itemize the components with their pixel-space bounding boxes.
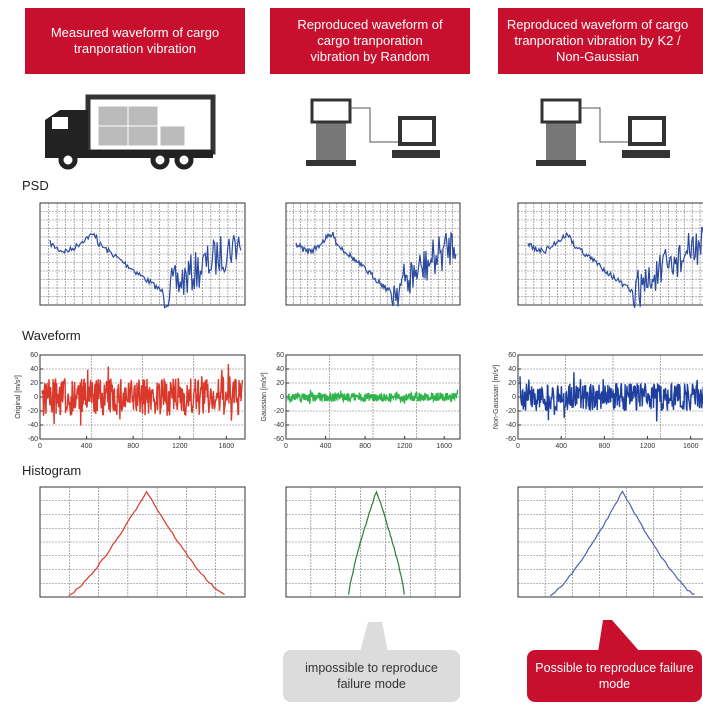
monitor: [628, 116, 666, 146]
column-title: Reproduced waveform of cargo tranporatio…: [270, 8, 470, 74]
x-tick-label: 400: [81, 443, 93, 450]
shaker-base: [306, 160, 356, 166]
psd-curve: [49, 232, 242, 309]
callout-pointer: [360, 622, 388, 652]
y-tick-label: 40: [30, 366, 38, 373]
x-tick-label: 1200: [640, 443, 656, 450]
x-tick-label: 0: [284, 443, 288, 450]
y-tick-label: -60: [506, 436, 516, 443]
histogram-curve: [549, 490, 695, 597]
x-tick-label: 800: [127, 443, 139, 450]
y-axis-label: Original [m/s²]: [15, 375, 22, 419]
column-title: Measured waveform of cargo tranporation …: [25, 8, 245, 74]
y-tick-label: 0: [280, 394, 284, 401]
callout: Possible to reproduce failure mode: [527, 650, 702, 702]
section-label: Histogram: [22, 463, 82, 478]
y-tick-label: 0: [34, 394, 38, 401]
y-tick-label: -60: [28, 436, 38, 443]
column-title: Reproduced waveform of cargo tranporatio…: [498, 8, 703, 74]
y-tick-label: 60: [276, 352, 284, 359]
y-tick-label: 20: [276, 380, 284, 387]
keyboard: [622, 150, 670, 158]
waveform: [287, 389, 459, 404]
y-tick-label: -40: [274, 422, 284, 429]
x-tick-label: 0: [516, 443, 520, 450]
y-tick-label: 0: [512, 394, 516, 401]
x-tick-label: 1200: [397, 443, 413, 450]
shaker-body: [546, 122, 576, 164]
y-tick-label: 60: [508, 352, 516, 359]
x-tick-label: 400: [555, 443, 567, 450]
waveform: [519, 372, 703, 422]
x-tick-label: 1600: [219, 443, 235, 450]
callout: impossible to reproduce failure mode: [283, 650, 460, 702]
cable: [580, 107, 628, 143]
x-tick-label: 1600: [436, 443, 452, 450]
histogram-curve: [348, 490, 405, 595]
y-tick-label: 20: [508, 380, 516, 387]
shaker-icon: [536, 98, 670, 166]
y-tick-label: -60: [274, 436, 284, 443]
y-axis-label: Gaussian [m/s²]: [261, 372, 268, 421]
shaker-head: [310, 98, 352, 124]
x-tick-label: 1200: [172, 443, 188, 450]
x-tick-label: 400: [320, 443, 332, 450]
y-tick-label: 60: [30, 352, 38, 359]
shaker-icon: [306, 98, 440, 166]
x-tick-label: 0: [38, 443, 42, 450]
x-tick-label: 1600: [683, 443, 699, 450]
psd-curve: [527, 226, 703, 308]
shaker-base: [536, 160, 586, 166]
y-tick-label: 40: [508, 366, 516, 373]
cable: [350, 107, 398, 143]
shaker-head: [540, 98, 582, 124]
psd-curve: [295, 231, 457, 307]
y-tick-label: -20: [506, 408, 516, 415]
y-tick-label: -40: [28, 422, 38, 429]
y-tick-label: -20: [28, 408, 38, 415]
y-axis-label: Non-Gaussian [m/s²]: [493, 365, 500, 429]
histogram-curve: [68, 490, 225, 597]
y-tick-label: 20: [30, 380, 38, 387]
waveform: [41, 363, 244, 426]
shaker-body: [316, 122, 346, 164]
section-label: Waveform: [22, 328, 81, 343]
x-tick-label: 800: [359, 443, 371, 450]
truck-icon: [45, 94, 216, 170]
callout-pointer: [598, 620, 640, 652]
keyboard: [392, 150, 440, 158]
y-tick-label: -20: [274, 408, 284, 415]
x-tick-label: 800: [599, 443, 611, 450]
section-label: PSD: [22, 178, 49, 193]
monitor: [398, 116, 436, 146]
y-tick-label: 40: [276, 366, 284, 373]
y-tick-label: -40: [506, 422, 516, 429]
